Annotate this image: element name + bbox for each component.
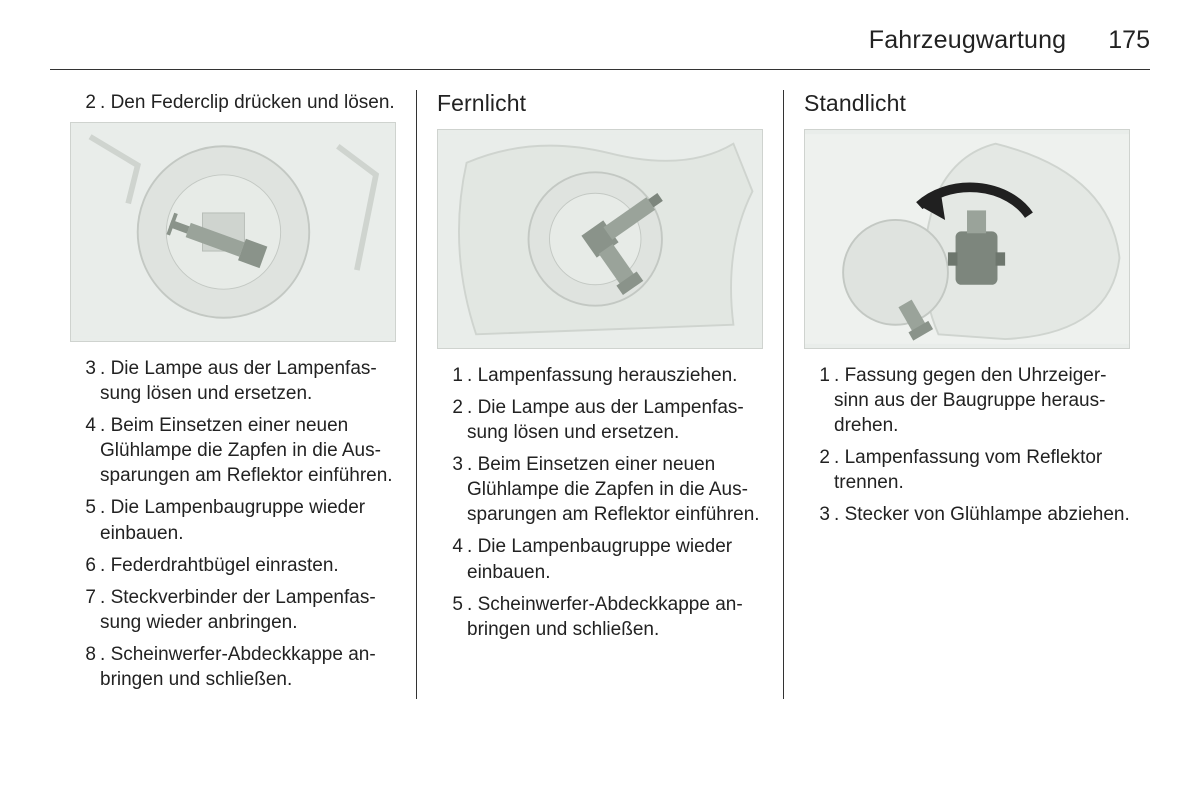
step-number: 1	[812, 363, 830, 388]
step-item: 2. Den Federclip drücken und lösen.	[70, 90, 396, 115]
step-text: Den Federclip drücken und lösen.	[111, 92, 395, 113]
step-number: 3	[812, 502, 830, 527]
step-item: 2. Die Lampe aus der Lampenfas­sung löse…	[437, 395, 763, 445]
step-number: 1	[445, 363, 463, 388]
step-number: 2	[78, 90, 96, 115]
step-item: 5. Scheinwerfer-Abdeckkappe an­bringen u…	[437, 592, 763, 642]
step-number: 5	[78, 495, 96, 520]
step-item: 3. Stecker von Glühlampe abziehen.	[804, 502, 1130, 527]
content-columns: 2. Den Federclip drücken und lösen.	[50, 90, 1150, 699]
figure-high-beam	[437, 129, 763, 349]
step-text: Scheinwerfer-Abdeckkappe an­bringen und …	[467, 594, 743, 640]
step-item: 2. Lampenfassung vom Reflektor trennen.	[804, 445, 1130, 495]
col3-steps: 1. Fassung gegen den Uhrzeiger­sinn aus …	[804, 363, 1130, 527]
step-item: 7. Steckverbinder der Lampenfas­sung wie…	[70, 585, 396, 635]
step-item: 4. Die Lampenbaugruppe wieder einbauen.	[437, 534, 763, 584]
step-text: Lampenfassung herausziehen.	[478, 365, 738, 386]
step-text: Die Lampenbaugruppe wieder einbauen.	[100, 497, 365, 543]
figure-side-light	[804, 129, 1130, 349]
step-number: 4	[78, 413, 96, 438]
step-text: Die Lampe aus der Lampenfas­sung lösen u…	[100, 358, 377, 404]
high-beam-illustration-icon	[438, 130, 762, 348]
step-text: Die Lampenbaugruppe wieder einbauen.	[467, 536, 732, 582]
header-page-number: 175	[1108, 26, 1150, 55]
step-text: Federdrahtbügel einrasten.	[111, 555, 339, 576]
figure-low-beam	[70, 122, 396, 342]
step-item: 3. Die Lampe aus der Lampenfas­sung löse…	[70, 356, 396, 406]
step-item: 4. Beim Einsetzen einer neuen Glühlampe …	[70, 413, 396, 488]
step-text: Steckverbinder der Lampenfas­sung wieder…	[100, 587, 376, 633]
column-2: Fernlicht 1. Lampenf	[416, 90, 783, 699]
col2-heading: Fernlicht	[437, 90, 763, 117]
col1-steps-after-figure: 3. Die Lampe aus der Lampenfas­sung löse…	[70, 356, 396, 692]
step-number: 2	[812, 445, 830, 470]
step-item: 8. Scheinwerfer-Abdeckkappe an­bringen u…	[70, 642, 396, 692]
step-item: 1. Lampenfassung herausziehen.	[437, 363, 763, 388]
step-text: Lampenfassung vom Reflektor trennen.	[834, 447, 1102, 493]
step-text: Scheinwerfer-Abdeckkappe an­bringen und …	[100, 644, 376, 690]
step-item: 3. Beim Einsetzen einer neuen Glühlampe …	[437, 452, 763, 527]
step-number: 3	[445, 452, 463, 477]
column-1: 2. Den Federclip drücken und lösen.	[50, 90, 416, 699]
step-text: Beim Einsetzen einer neuen Glühlampe die…	[100, 415, 393, 486]
header-section-title: Fahrzeugwartung	[869, 26, 1067, 55]
step-number: 3	[78, 356, 96, 381]
col1-steps-before-figure: 2. Den Federclip drücken und lösen.	[70, 90, 396, 115]
step-text: Beim Einsetzen einer neuen Glühlampe die…	[467, 454, 760, 525]
step-item: 1. Fassung gegen den Uhrzeiger­sinn aus …	[804, 363, 1130, 438]
manual-page: Fahrzeugwartung 175 2. Den Federclip drü…	[0, 0, 1200, 802]
page-header: Fahrzeugwartung 175	[50, 20, 1150, 70]
step-number: 4	[445, 534, 463, 559]
step-number: 7	[78, 585, 96, 610]
col2-steps: 1. Lampenfassung herausziehen. 2. Die La…	[437, 363, 763, 642]
step-number: 2	[445, 395, 463, 420]
step-text: Stecker von Glühlampe abziehen.	[845, 504, 1130, 525]
step-number: 6	[78, 553, 96, 578]
col3-heading: Standlicht	[804, 90, 1130, 117]
step-number: 5	[445, 592, 463, 617]
step-text: Fassung gegen den Uhrzeiger­sinn aus der…	[834, 365, 1107, 436]
column-3: Standlicht	[783, 90, 1150, 699]
step-number: 8	[78, 642, 96, 667]
low-beam-illustration-icon	[71, 123, 395, 341]
step-text: Die Lampe aus der Lampenfas­sung lösen u…	[467, 397, 744, 443]
step-item: 6. Federdrahtbügel einrasten.	[70, 553, 396, 578]
step-item: 5. Die Lampenbaugruppe wieder einbauen.	[70, 495, 396, 545]
side-light-illustration-icon	[805, 130, 1129, 348]
